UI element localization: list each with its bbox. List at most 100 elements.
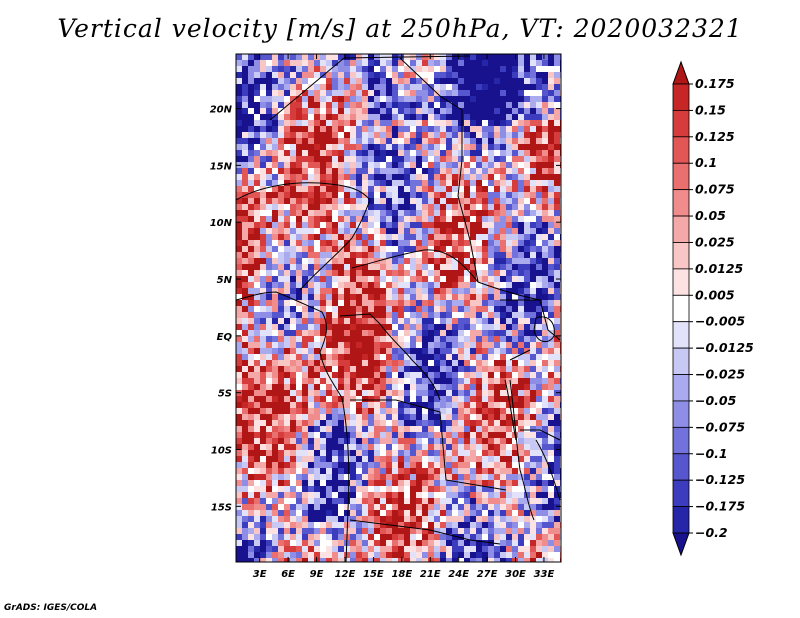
field-cell bbox=[446, 222, 452, 228]
field-cell bbox=[548, 78, 554, 84]
field-cell bbox=[302, 342, 308, 348]
field-cell bbox=[422, 312, 428, 318]
field-cell bbox=[278, 282, 284, 288]
field-cell bbox=[542, 360, 548, 366]
field-cell bbox=[284, 378, 290, 384]
field-cell bbox=[332, 354, 338, 360]
field-cell bbox=[530, 450, 536, 456]
field-cell bbox=[380, 354, 386, 360]
field-cell bbox=[356, 516, 362, 522]
field-cell bbox=[458, 54, 464, 60]
field-cell bbox=[356, 258, 362, 264]
field-cell bbox=[446, 288, 452, 294]
field-cell bbox=[350, 444, 356, 450]
field-cell bbox=[326, 510, 332, 516]
field-cell bbox=[314, 240, 320, 246]
field-cell bbox=[296, 174, 302, 180]
field-cell bbox=[308, 156, 314, 162]
field-cell bbox=[392, 114, 398, 120]
field-cell bbox=[422, 102, 428, 108]
field-cell bbox=[290, 312, 296, 318]
field-cell bbox=[266, 456, 272, 462]
field-cell bbox=[338, 258, 344, 264]
field-cell bbox=[446, 360, 452, 366]
field-cell bbox=[302, 252, 308, 258]
field-cell bbox=[278, 162, 284, 168]
field-cell bbox=[404, 432, 410, 438]
field-cell bbox=[350, 276, 356, 282]
field-cell bbox=[494, 414, 500, 420]
field-cell bbox=[278, 84, 284, 90]
field-cell bbox=[350, 318, 356, 324]
field-cell bbox=[548, 342, 554, 348]
field-cell bbox=[368, 354, 374, 360]
field-cell bbox=[278, 486, 284, 492]
field-cell bbox=[272, 462, 278, 468]
field-cell bbox=[386, 348, 392, 354]
field-cell bbox=[536, 504, 542, 510]
field-cell bbox=[338, 432, 344, 438]
field-cell bbox=[554, 60, 560, 66]
field-cell bbox=[500, 186, 506, 192]
field-cell bbox=[446, 444, 452, 450]
field-cell bbox=[356, 540, 362, 546]
field-cell bbox=[458, 174, 464, 180]
field-cell bbox=[512, 330, 518, 336]
field-cell bbox=[242, 156, 248, 162]
field-cell bbox=[422, 270, 428, 276]
field-cell bbox=[452, 60, 458, 66]
field-cell bbox=[512, 474, 518, 480]
field-cell bbox=[344, 450, 350, 456]
field-cell bbox=[398, 228, 404, 234]
field-cell bbox=[314, 156, 320, 162]
field-cell bbox=[356, 348, 362, 354]
field-cell bbox=[248, 66, 254, 72]
field-cell bbox=[434, 96, 440, 102]
field-cell bbox=[416, 234, 422, 240]
field-cell bbox=[530, 78, 536, 84]
field-cell bbox=[254, 450, 260, 456]
field-cell bbox=[392, 420, 398, 426]
field-cell bbox=[356, 510, 362, 516]
field-cell bbox=[464, 54, 470, 60]
field-cell bbox=[266, 72, 272, 78]
field-cell bbox=[476, 156, 482, 162]
field-cell bbox=[290, 216, 296, 222]
field-cell bbox=[266, 414, 272, 420]
field-cell bbox=[416, 468, 422, 474]
field-cell bbox=[548, 120, 554, 126]
field-cell bbox=[272, 396, 278, 402]
field-cell bbox=[542, 264, 548, 270]
field-cell bbox=[530, 204, 536, 210]
colorbar-label: 0.005 bbox=[695, 287, 735, 302]
field-cell bbox=[386, 456, 392, 462]
field-cell bbox=[458, 378, 464, 384]
field-cell bbox=[356, 108, 362, 114]
field-cell bbox=[554, 552, 560, 558]
field-cell bbox=[536, 126, 542, 132]
field-cell bbox=[338, 150, 344, 156]
field-cell bbox=[542, 492, 548, 498]
field-cell bbox=[410, 174, 416, 180]
field-cell bbox=[392, 366, 398, 372]
field-cell bbox=[440, 66, 446, 72]
field-cell bbox=[296, 108, 302, 114]
field-cell bbox=[290, 204, 296, 210]
field-cell bbox=[326, 168, 332, 174]
field-cell bbox=[386, 396, 392, 402]
field-cell bbox=[434, 150, 440, 156]
field-cell bbox=[242, 324, 248, 330]
field-cell bbox=[344, 78, 350, 84]
field-cell bbox=[458, 300, 464, 306]
field-cell bbox=[530, 216, 536, 222]
field-cell bbox=[320, 366, 326, 372]
field-cell bbox=[452, 144, 458, 150]
field-cell bbox=[314, 342, 320, 348]
field-cell bbox=[530, 258, 536, 264]
field-cell bbox=[392, 552, 398, 558]
field-cell bbox=[260, 396, 266, 402]
field-cell bbox=[428, 336, 434, 342]
field-cell bbox=[536, 444, 542, 450]
field-cell bbox=[308, 420, 314, 426]
field-cell bbox=[248, 126, 254, 132]
